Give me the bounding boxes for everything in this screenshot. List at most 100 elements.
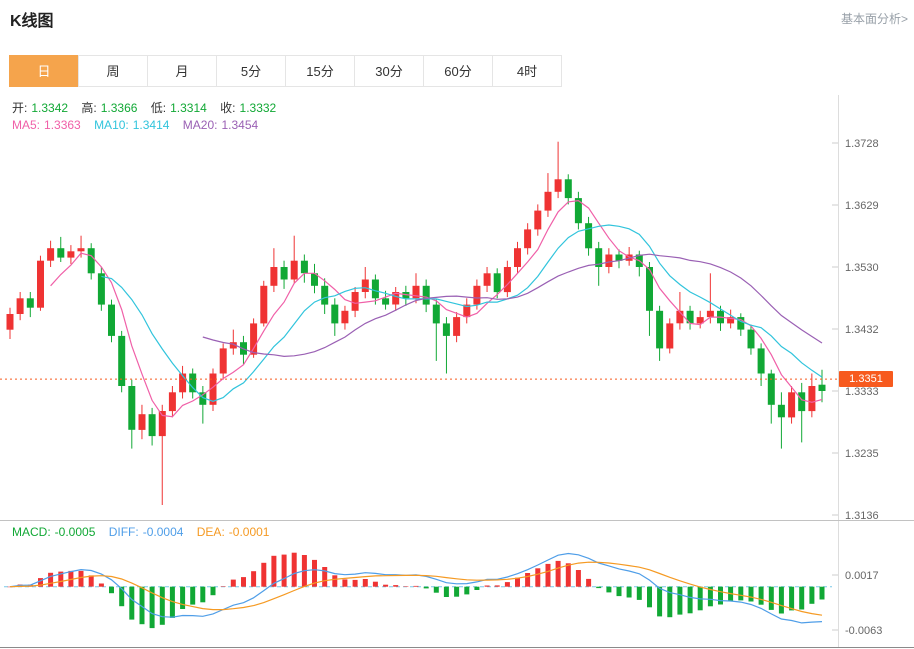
macd-histogram-bar <box>575 570 581 587</box>
macd-histogram-bar <box>565 563 571 587</box>
chart-canvas[interactable]: 1.3728 1.3629 1.3530 1.3432 1.3333 1.3235 1.31… <box>0 89 914 649</box>
diff-label: DIFF: <box>108 525 139 539</box>
macd-histogram-bar <box>504 582 510 587</box>
candle-body <box>158 411 166 437</box>
ma-legend: MA5: 1.3363 MA10: 1.3414 MA20: 1.3454 <box>12 118 262 132</box>
macd-histogram-bar <box>48 572 54 587</box>
page-title: K线图 <box>10 13 54 30</box>
macd-histogram-bar <box>68 570 74 587</box>
candle-body <box>432 304 440 324</box>
macd-histogram-bar <box>129 586 135 620</box>
candle-body <box>168 392 176 412</box>
macd-histogram-bar <box>647 586 652 608</box>
tab-month[interactable]: 月 <box>147 55 217 87</box>
candle-body <box>686 310 694 324</box>
close-value: 1.3332 <box>239 101 277 115</box>
candle-body <box>97 273 105 305</box>
candle-body <box>148 414 156 437</box>
candle-body <box>676 310 684 324</box>
low-value: 1.3314 <box>170 101 207 115</box>
candlestick-macd-svg[interactable]: 1.3728 1.3629 1.3530 1.3432 1.3333 1.3235 1.31… <box>0 89 914 649</box>
candle-body <box>788 392 796 418</box>
macd-histogram-bar <box>464 586 470 595</box>
y-axis-tick-label: 1.3530 <box>845 262 879 274</box>
macd-histogram-bar <box>433 586 439 593</box>
macd-histogram-bar <box>352 579 358 587</box>
ma10-line <box>101 224 823 402</box>
macd-histogram-bar <box>362 579 368 587</box>
candle-body <box>321 285 329 305</box>
macd-histogram-bar <box>586 578 592 587</box>
candle-body <box>818 384 826 391</box>
macd-histogram-bar <box>180 586 186 609</box>
dea-line <box>9 561 823 616</box>
candle-body <box>757 348 765 374</box>
tab-day[interactable]: 日 <box>9 55 79 87</box>
macd-histogram-bar <box>789 586 795 611</box>
ma20-label: MA20: <box>182 118 218 132</box>
close-label: 收: <box>220 101 236 115</box>
macd-histogram-bar <box>768 586 774 610</box>
macd-histogram-bar <box>159 586 165 625</box>
candle-body <box>87 248 95 274</box>
macd-histogram-bar <box>271 555 277 587</box>
candle-body <box>260 285 268 324</box>
candle-body <box>229 342 237 349</box>
macd-histogram-bar <box>88 575 94 587</box>
open-label: 开: <box>12 101 28 115</box>
macd-histogram-bar <box>515 577 520 587</box>
tab-week[interactable]: 周 <box>78 55 148 87</box>
candle-body <box>351 292 359 311</box>
macd-histogram-bar <box>484 585 490 587</box>
candle-body <box>199 392 207 405</box>
candle-body <box>777 404 785 418</box>
high-value: 1.3366 <box>100 101 138 115</box>
candle-body <box>341 310 349 324</box>
macd-histogram-bar <box>423 586 429 589</box>
tab-15min[interactable]: 15分 <box>285 55 355 87</box>
ma10-label: MA10: <box>94 118 129 132</box>
candle-body <box>544 191 552 211</box>
high-label: 高: <box>81 101 97 115</box>
macd-histogram-bar <box>58 571 64 587</box>
candle-body <box>534 210 542 230</box>
tab-4hour[interactable]: 4时 <box>492 55 562 87</box>
candle-body <box>605 254 613 267</box>
macd-histogram-bar <box>332 575 338 587</box>
macd-histogram-bar <box>809 586 815 604</box>
macd-histogram-bar <box>677 586 683 615</box>
ma5-label: MA5: <box>12 118 41 132</box>
candle-body <box>6 314 14 330</box>
fundamental-analysis-link[interactable]: 基本面分析> <box>840 12 908 26</box>
y-axis-tick-label: 1.3136 <box>845 510 879 522</box>
macd-histogram-bar <box>322 567 328 587</box>
candle-body <box>47 248 55 261</box>
tab-30min[interactable]: 30分 <box>354 55 424 87</box>
tab-60min[interactable]: 60分 <box>423 55 493 87</box>
candle-body <box>77 248 85 252</box>
macd-value: -0.0005 <box>54 525 96 539</box>
macd-histogram-bar <box>38 578 43 587</box>
y-axis-tick-label: 1.3333 <box>845 386 879 398</box>
macd-histogram-bar <box>342 579 348 587</box>
candle-body <box>574 198 582 224</box>
candle-body <box>179 373 187 393</box>
macd-histogram-bar <box>7 586 13 588</box>
candle-body <box>727 317 735 324</box>
candle-body <box>737 317 745 330</box>
macd-histogram-bar <box>535 568 541 587</box>
y-axis-tick-label: 1.3728 <box>845 138 879 150</box>
candle-body <box>595 248 603 267</box>
low-label: 低: <box>150 101 167 115</box>
candle-body <box>503 267 511 293</box>
candle-body <box>37 260 44 308</box>
tab-5min[interactable]: 5分 <box>216 55 286 87</box>
candle-body <box>585 223 593 249</box>
candle-body <box>564 179 572 199</box>
macd-histogram-bar <box>383 584 389 587</box>
macd-histogram-bar <box>210 586 216 596</box>
current-price-marker: 1.3351 <box>839 371 893 387</box>
candle-body <box>696 317 704 324</box>
candle-body <box>26 298 34 308</box>
